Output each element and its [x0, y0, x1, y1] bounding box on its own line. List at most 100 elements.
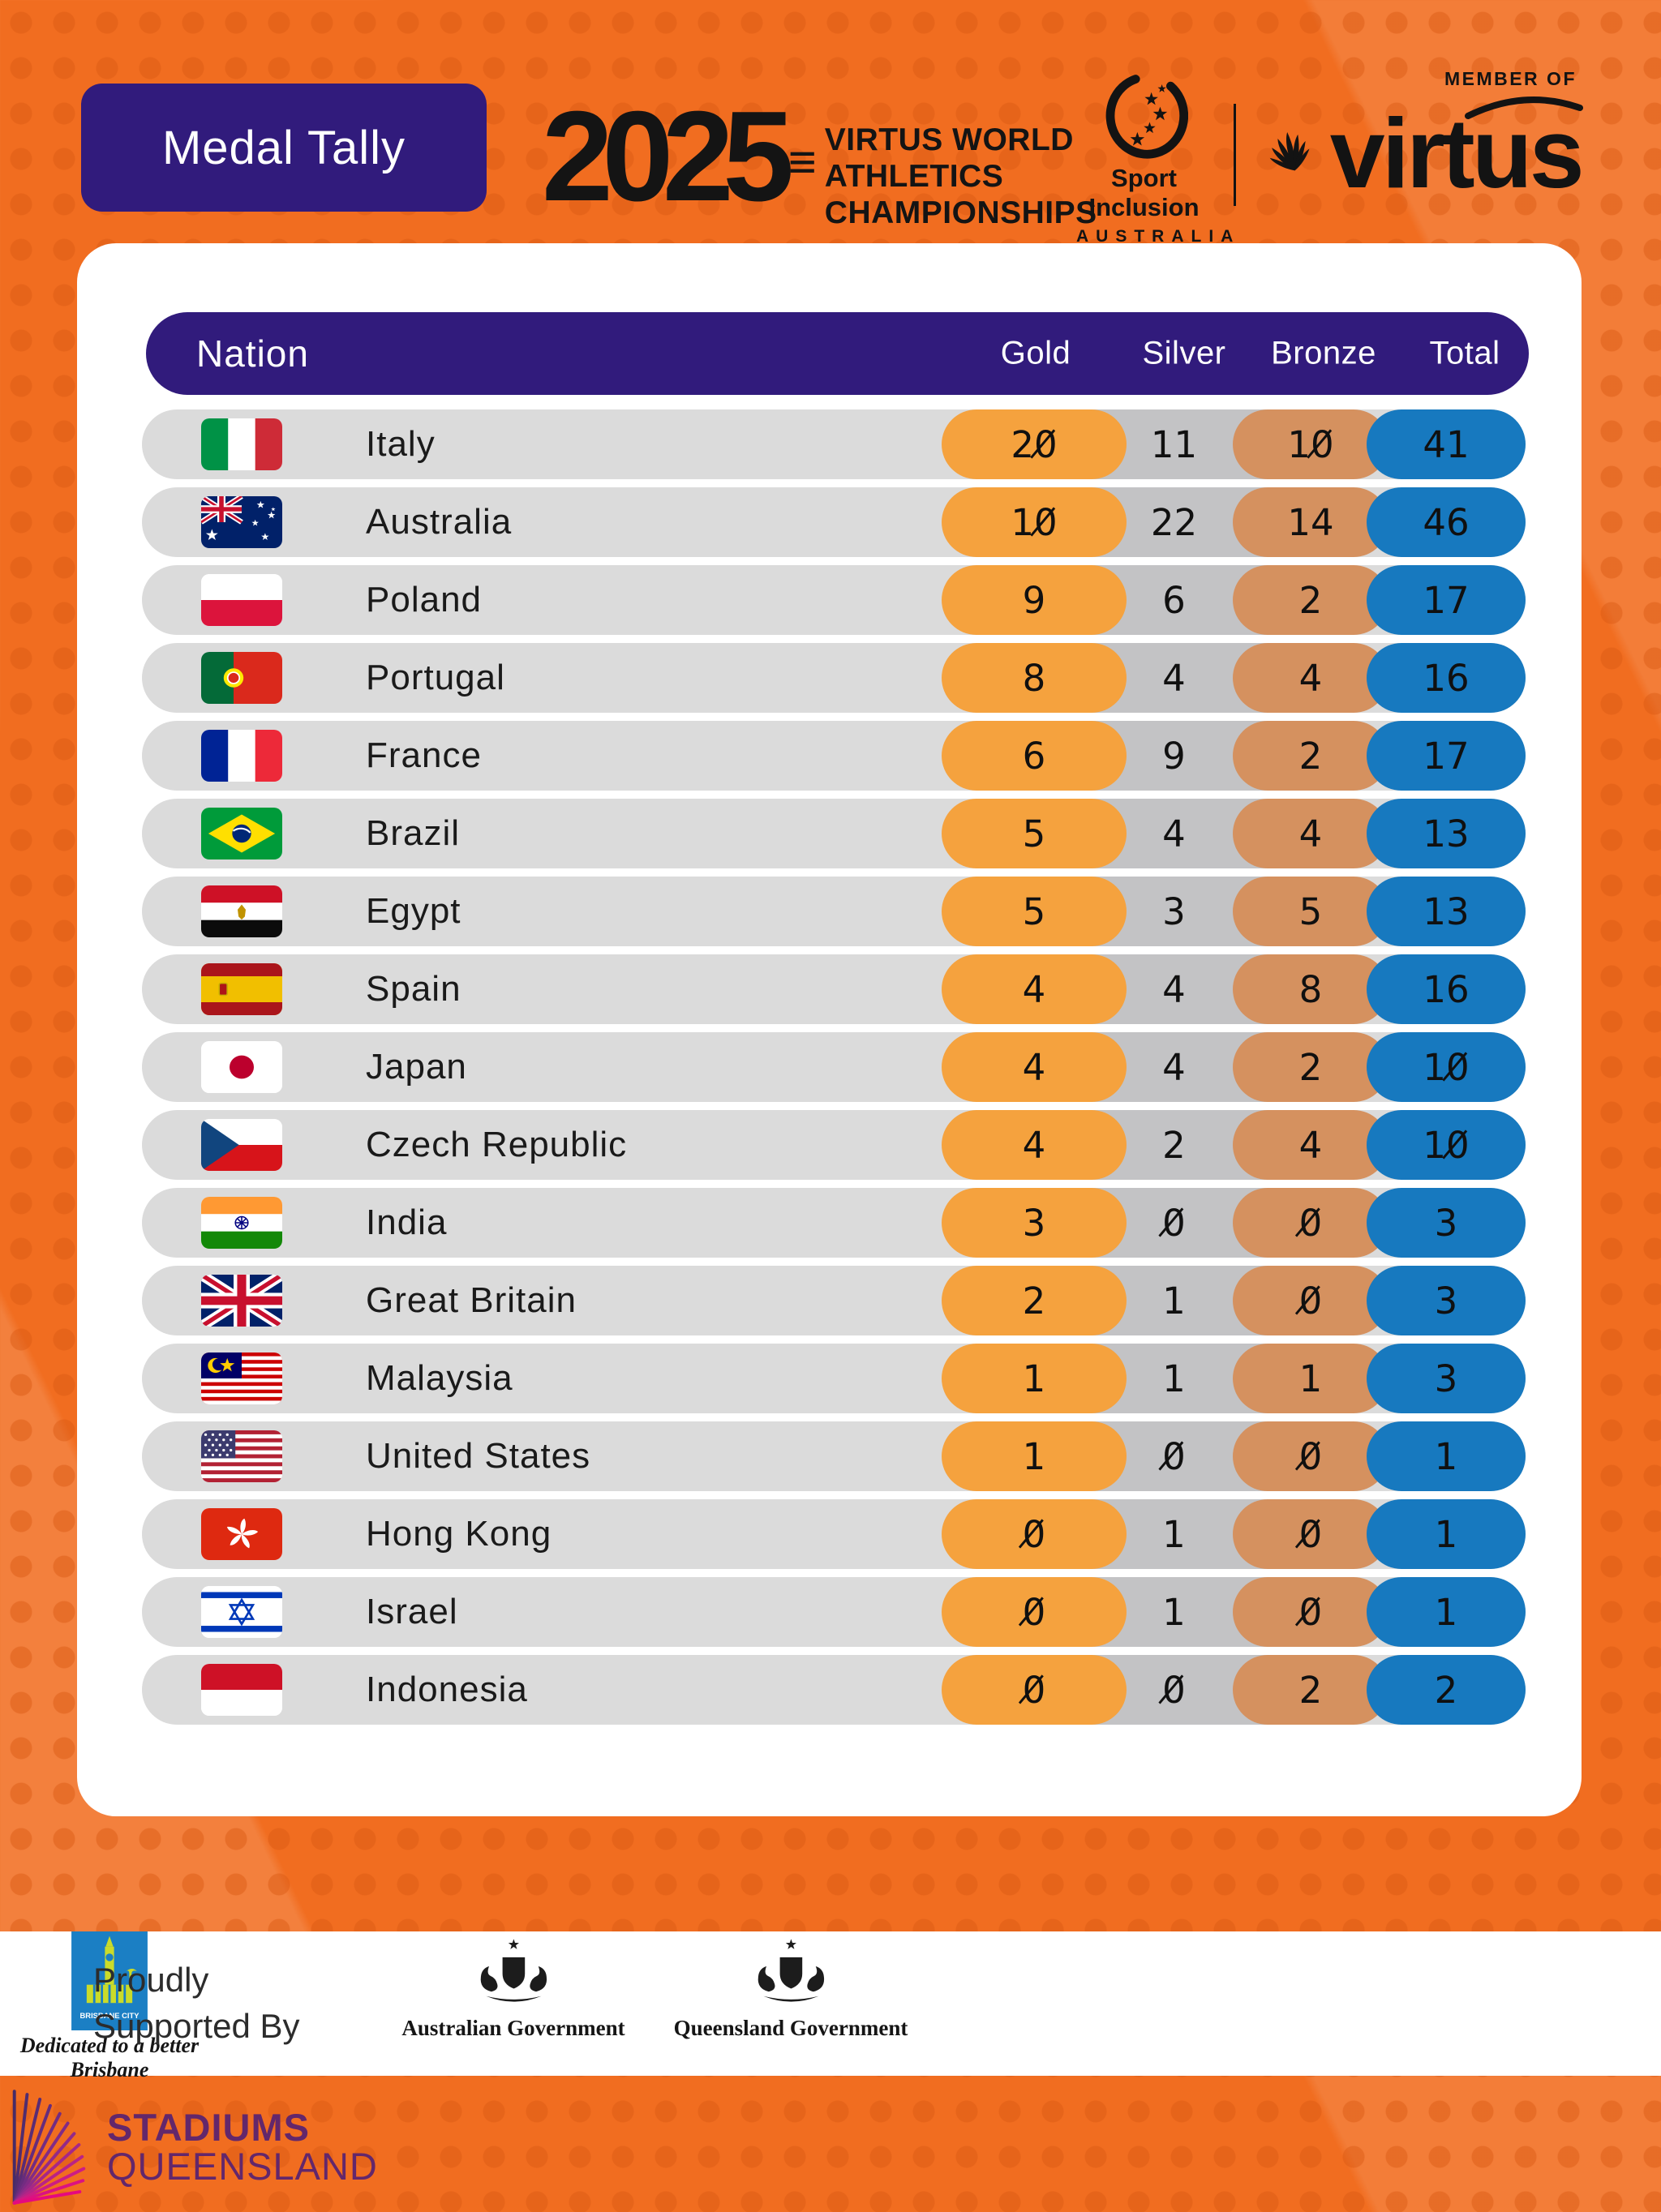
column-header-total: Total	[1429, 335, 1500, 371]
india-flag-icon	[201, 1197, 282, 1249]
table-row-brazil: Brazil 4 5 4 13	[142, 799, 1526, 868]
nation-name: Portugal	[366, 658, 505, 697]
nation-name: Poland	[366, 580, 483, 619]
event-logo: 2025 ≡ VIRTUS WORLD ATHLETICS CHAMPIONSH…	[542, 85, 1097, 231]
gold-count: 5	[942, 799, 1127, 868]
medal-table-card: Nation Gold Silver Bronze Total Italy 11…	[77, 243, 1582, 1816]
bronze-count: 0̸	[1233, 1188, 1388, 1258]
table-row-spain: Spain 4 4 8 16	[142, 954, 1526, 1024]
header-divider	[1234, 104, 1236, 206]
table-rows: Italy 11 20̸ 10̸ 41	[142, 409, 1526, 1725]
united-states-flag-icon	[201, 1430, 282, 1482]
queensland-government-logo: Queensland Government	[657, 1938, 925, 2041]
nation-name: Israel	[366, 1592, 458, 1631]
bronze-count: 10̸	[1233, 409, 1388, 479]
total-count: 10̸	[1367, 1110, 1526, 1180]
queensland-government-crest-icon	[739, 1938, 843, 2013]
table-row-czech-republic: Czech Republic 2 4 4 10̸	[142, 1110, 1526, 1180]
nation-name: Great Britain	[366, 1280, 577, 1320]
bronze-count: 2	[1233, 1655, 1388, 1725]
total-count: 16	[1367, 954, 1526, 1024]
table-row-italy: Italy 11 20̸ 10̸ 41	[142, 409, 1526, 479]
stadiums-queensland-fan-icon	[12, 2090, 86, 2205]
page-title: Medal Tally	[161, 121, 406, 174]
france-flag-icon	[201, 730, 282, 782]
total-count: 13	[1367, 877, 1526, 946]
bronze-count: 0̸	[1233, 1421, 1388, 1491]
sport-inclusion-logo: Sport Inclusion AUSTRALIA	[1069, 71, 1241, 246]
event-logo-text: VIRTUS WORLD ATHLETICS CHAMPIONSHIPS	[824, 122, 1097, 230]
total-count: 17	[1367, 721, 1526, 791]
sponsors-footer: Proudly Supported By Australian Governme…	[0, 1931, 1661, 2205]
bronze-count: 5	[1233, 877, 1388, 946]
bronze-count: 14	[1233, 487, 1388, 557]
column-header-nation: Nation	[196, 332, 309, 375]
israel-flag-icon	[201, 1586, 282, 1638]
australian-government-logo: Australian Government	[380, 1938, 647, 2041]
total-count: 41	[1367, 409, 1526, 479]
sport-inclusion-country: AUSTRALIA	[1076, 227, 1241, 246]
egypt-flag-icon	[201, 885, 282, 937]
nation-name: Italy	[366, 424, 436, 464]
gold-count: 1	[942, 1421, 1127, 1491]
table-row-hong-kong: Hong Kong 1 0̸ 0̸ 1	[142, 1499, 1526, 1569]
gold-count: 9	[942, 565, 1127, 635]
japan-flag-icon	[201, 1041, 282, 1093]
nation-name: France	[366, 735, 482, 775]
nation-name: Malaysia	[366, 1358, 513, 1398]
stadiums-queensland-line2: QUEENSLAND	[107, 2145, 378, 2188]
australia-flag-icon	[201, 496, 282, 548]
total-count: 1	[1367, 1577, 1526, 1647]
bronze-count: 1	[1233, 1344, 1388, 1413]
svg-text:BRISBANE CITY: BRISBANE CITY	[80, 2012, 140, 2020]
member-of-label: MEMBER OF	[1444, 68, 1577, 89]
bronze-count: 4	[1233, 799, 1388, 868]
bronze-count: 2	[1233, 721, 1388, 791]
gold-count: 10̸	[942, 487, 1127, 557]
total-count: 3	[1367, 1344, 1526, 1413]
table-row-indonesia: Indonesia 0̸ 0̸ 2 2	[142, 1655, 1526, 1725]
sport-inclusion-emblem-icon	[1105, 75, 1188, 159]
gold-count: 2	[942, 1266, 1127, 1335]
total-count: 1	[1367, 1499, 1526, 1569]
portugal-flag-icon	[201, 652, 282, 704]
table-row-portugal: Portugal 4 8 4 16	[142, 643, 1526, 713]
nation-name: Czech Republic	[366, 1125, 628, 1164]
malaysia-flag-icon	[201, 1352, 282, 1404]
total-count: 1	[1367, 1421, 1526, 1491]
great-britain-flag-icon	[201, 1275, 282, 1327]
hong-kong-flag-icon	[201, 1508, 282, 1560]
brisbane-city-icon: BRISBANE CITY	[71, 1931, 148, 2030]
column-header-silver: Silver	[1142, 335, 1226, 371]
nation-name: Australia	[366, 502, 513, 542]
supported-by-label: Proudly Supported By	[93, 1961, 300, 2045]
nation-name: Egypt	[366, 891, 461, 931]
event-logo-year: 2025	[542, 85, 794, 228]
gold-count: 0̸	[942, 1577, 1127, 1647]
gold-count: 20̸	[942, 409, 1127, 479]
bronze-count: 0̸	[1233, 1266, 1388, 1335]
gold-count: 5	[942, 877, 1127, 946]
gold-count: 0̸	[942, 1499, 1127, 1569]
total-count: 3	[1367, 1266, 1526, 1335]
indonesia-flag-icon	[201, 1664, 282, 1716]
bronze-count: 4	[1233, 1110, 1388, 1180]
gold-count: 4	[942, 954, 1127, 1024]
sport-inclusion-name: Sport Inclusion	[1088, 164, 1200, 221]
table-row-malaysia: Malaysia 1 1 1 3	[142, 1344, 1526, 1413]
nation-name: Brazil	[366, 813, 461, 853]
nation-name: United States	[366, 1436, 591, 1476]
virtus-swoosh-icon	[1465, 96, 1583, 119]
gold-count: 0̸	[942, 1655, 1127, 1725]
page-title-badge: Medal Tally	[81, 84, 487, 212]
nation-name: India	[366, 1202, 448, 1242]
czech-republic-flag-icon	[201, 1119, 282, 1171]
stadiums-queensland-logo: STADIUMS QUEENSLAND	[0, 2082, 1661, 2212]
australian-government-crest-icon	[461, 1938, 566, 2013]
gold-count: 4	[942, 1032, 1127, 1102]
poland-flag-icon	[201, 574, 282, 626]
column-header-bronze: Bronze	[1271, 335, 1376, 371]
total-count: 46	[1367, 487, 1526, 557]
table-row-australia: Australia 22 10̸ 14 46	[142, 487, 1526, 557]
